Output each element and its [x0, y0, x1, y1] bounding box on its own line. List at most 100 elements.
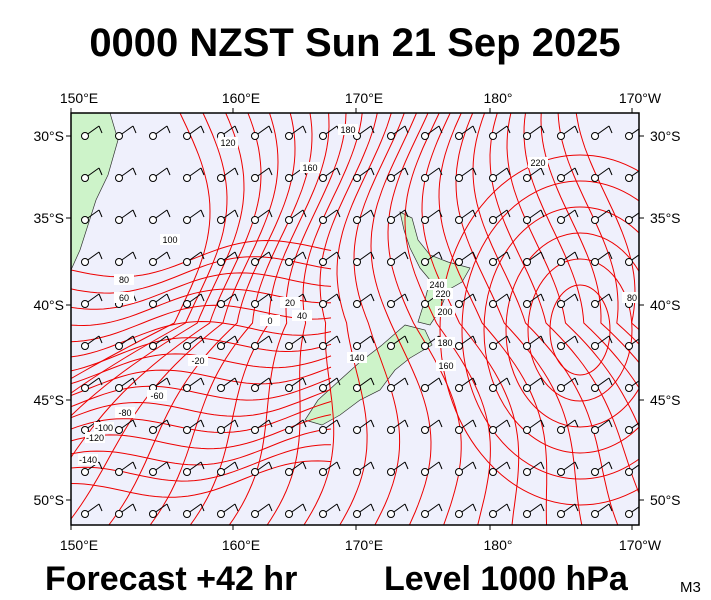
wind-station — [251, 384, 259, 392]
lon-label: 180° — [484, 537, 513, 553]
wind-station — [353, 342, 361, 350]
wind-station — [183, 132, 191, 140]
wind-station — [591, 468, 599, 476]
wind-station — [421, 174, 429, 182]
wind-barb — [200, 251, 205, 260]
wind-station — [251, 300, 259, 308]
map-area: 120160180100806040200-20-60-80-100-120-1… — [71, 113, 646, 525]
wind-barb — [268, 209, 273, 218]
wind-station — [523, 342, 531, 350]
wind-barb — [336, 461, 341, 470]
wind-barb — [132, 503, 137, 512]
isobar — [71, 389, 332, 419]
wind-barb — [574, 251, 579, 260]
wind-station — [285, 216, 293, 224]
wind-station — [387, 384, 395, 392]
wind-barb — [438, 251, 443, 260]
wind-station — [285, 384, 293, 392]
wind-station — [557, 174, 565, 182]
wind-station — [523, 132, 531, 140]
contour-label: -120 — [86, 433, 104, 443]
wind-station — [625, 216, 633, 224]
wind-barb — [336, 503, 341, 512]
wind-station — [557, 258, 565, 266]
wind-barb — [404, 503, 409, 512]
model-label: M3 — [680, 579, 701, 596]
wind-barb — [132, 461, 137, 470]
wind-station — [251, 342, 259, 350]
wind-barb — [234, 335, 239, 344]
lon-label: 150°E — [60, 90, 98, 106]
wind-station — [217, 258, 225, 266]
wind-station — [421, 342, 429, 350]
contour-label-bg — [147, 390, 167, 401]
wind-barb — [643, 504, 646, 511]
forecast-label: Forecast +42 hr — [45, 560, 297, 598]
isobar — [523, 113, 639, 389]
lat-label: 35°S — [33, 210, 64, 226]
wind-barb — [336, 335, 341, 344]
ocean — [71, 113, 639, 525]
lat-label: 30°S — [650, 128, 681, 144]
wind-barb — [608, 335, 613, 344]
wind-station — [285, 468, 293, 476]
wind-barb — [234, 503, 239, 512]
wind-barb — [506, 167, 511, 176]
wind-barb — [574, 167, 579, 176]
lon-label: 160°E — [222, 90, 260, 106]
contour-label: 100 — [162, 235, 177, 245]
lat-label: 40°S — [650, 297, 681, 313]
wind-barb — [166, 335, 171, 344]
wind-barb — [234, 251, 239, 260]
lon-label: 170°W — [619, 90, 662, 106]
wind-barb — [132, 377, 137, 386]
wind-barb — [438, 209, 443, 218]
wind-station — [149, 468, 157, 476]
wind-station — [149, 342, 157, 350]
wind-barb — [268, 167, 273, 176]
isobar — [71, 113, 211, 380]
isobar — [71, 337, 332, 372]
isobar — [71, 444, 332, 482]
wind-station — [115, 174, 123, 182]
wind-station — [387, 216, 395, 224]
isobar — [549, 284, 611, 376]
wind-barb — [132, 125, 137, 134]
wind-station — [387, 510, 395, 518]
wind-barb — [370, 251, 375, 260]
wind-barb — [643, 336, 646, 343]
wind-station — [591, 216, 599, 224]
wind-station — [523, 510, 531, 518]
wind-barb — [472, 377, 477, 386]
wind-station — [319, 132, 327, 140]
contour-label-bg — [292, 310, 312, 321]
wind-station — [285, 174, 293, 182]
wind-barb — [472, 167, 477, 176]
wind-barb — [370, 293, 375, 302]
wind-barb — [302, 335, 307, 344]
wind-barb — [268, 335, 273, 344]
wind-station — [183, 510, 191, 518]
wind-barb — [472, 125, 477, 134]
wind-barb — [98, 503, 103, 512]
wind-station — [251, 468, 259, 476]
wind-barb — [438, 503, 443, 512]
wind-barb — [540, 251, 545, 260]
wind-barb — [608, 125, 613, 134]
wind-barb — [472, 503, 477, 512]
contour-label-bg — [78, 454, 98, 465]
contour-label: -140 — [79, 455, 97, 465]
contour-label: -100 — [95, 423, 113, 433]
wind-barb — [268, 251, 273, 260]
wind-station — [455, 426, 463, 434]
contour-label-bg — [280, 297, 300, 308]
contour-label-bg — [435, 337, 455, 348]
wind-station — [115, 342, 123, 350]
wind-station — [387, 426, 395, 434]
wind-barb — [336, 209, 341, 218]
wind-station — [319, 174, 327, 182]
wind-barb — [234, 125, 239, 134]
wind-barb — [574, 503, 579, 512]
wind-barb — [370, 461, 375, 470]
